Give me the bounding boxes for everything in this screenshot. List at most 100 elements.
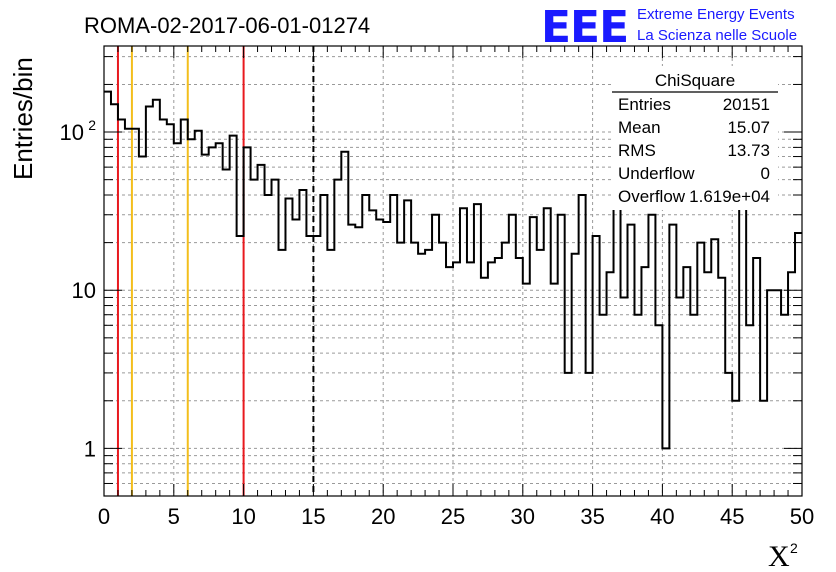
y-tick-label-exponent: 2	[88, 117, 96, 133]
histogram-series	[104, 90, 802, 496]
histogram-bin	[614, 202, 621, 496]
x-tick-label: 30	[511, 504, 535, 529]
histogram-bin	[265, 195, 272, 496]
x-tick-label: 40	[650, 504, 674, 529]
logo-mark: EEE	[541, 2, 628, 53]
histogram-bin	[299, 190, 306, 496]
histogram-bin	[746, 325, 753, 496]
histogram-bin	[725, 373, 732, 496]
y-axis-title: Entries/bin	[8, 57, 38, 180]
histogram-bin	[495, 258, 502, 496]
histogram-bin	[411, 243, 418, 496]
stats-row-label: Underflow	[618, 164, 695, 183]
histogram-bin	[230, 136, 237, 496]
histogram-bin	[279, 250, 286, 496]
histogram-bin	[320, 195, 327, 496]
stats-row-value: 20151	[723, 95, 770, 114]
y-tick-label: 10	[72, 278, 96, 303]
histogram-bin	[600, 315, 607, 496]
histogram-bin	[655, 325, 662, 496]
histogram-bin	[711, 239, 718, 496]
histogram-bin	[781, 315, 788, 496]
histogram-bin	[397, 243, 404, 496]
histogram-bin	[216, 143, 223, 496]
histogram-bin	[188, 139, 195, 496]
histogram-bin	[467, 262, 474, 496]
histogram-bin	[662, 448, 669, 496]
stats-row-value: 13.73	[727, 141, 770, 160]
histogram-line	[104, 90, 802, 450]
histogram-bin	[718, 278, 725, 496]
histogram-bin	[132, 129, 139, 496]
histogram-bin	[195, 131, 202, 496]
histogram-bin	[327, 250, 334, 496]
histogram-bin	[579, 195, 586, 496]
histogram-bin	[648, 215, 655, 496]
histogram-bin	[453, 262, 460, 496]
histogram-bin	[697, 243, 704, 496]
histogram-bin	[509, 215, 516, 496]
y-tick-label: 1	[84, 436, 96, 461]
histogram-bin	[348, 225, 355, 496]
histogram-bin	[767, 290, 774, 496]
histogram-bin	[334, 180, 341, 496]
histogram-bin	[732, 401, 739, 496]
histogram-bin	[593, 236, 600, 496]
histogram-bin	[690, 315, 697, 496]
x-tick-label: 10	[231, 504, 255, 529]
histogram-bin	[125, 129, 132, 496]
histogram-bin	[285, 199, 292, 496]
stats-box-background	[612, 66, 778, 210]
histogram-bin	[481, 278, 488, 496]
histogram-bin	[760, 401, 767, 496]
stats-box-rows: Entries 20151 Mean 15.07 RMS 13.73 Underflow 0 O…	[618, 95, 770, 206]
x-tick-label: 0	[98, 504, 110, 529]
stats-row-label: RMS	[618, 141, 656, 160]
histogram-bin	[565, 373, 572, 496]
y-tick-label: 10	[60, 120, 84, 145]
x-axis-title: X 2	[768, 540, 798, 572]
x-tick-label: 20	[371, 504, 395, 529]
stats-row-label: Overflow	[618, 187, 686, 206]
histogram-bin	[683, 267, 690, 496]
histogram-bin	[202, 155, 209, 496]
histogram-bin	[460, 208, 467, 496]
histogram-bin	[634, 315, 641, 496]
stats-row-value: 1.619e+04	[689, 187, 770, 206]
histogram-bin	[641, 267, 648, 496]
histogram-bin	[488, 262, 495, 496]
histogram-bin	[558, 215, 565, 496]
histogram-bin	[669, 225, 676, 496]
stats-row-value: 15.07	[727, 118, 770, 137]
histogram-bin	[774, 290, 781, 496]
histogram-bin	[146, 107, 153, 496]
histogram-bin	[425, 250, 432, 496]
histogram-bin	[404, 200, 411, 496]
histogram-bin	[432, 215, 439, 496]
histogram-bin	[181, 120, 188, 496]
x-tick-label: 25	[441, 504, 465, 529]
histogram-bin	[258, 165, 265, 496]
stats-row-label: Entries	[618, 95, 671, 114]
histogram-bin	[104, 92, 111, 496]
histogram-bin	[369, 210, 376, 496]
histogram-bin	[704, 272, 711, 496]
histogram-bin	[523, 284, 530, 496]
histogram-bin	[530, 217, 537, 496]
histogram-bin	[362, 195, 369, 496]
histogram-bin	[607, 272, 614, 496]
histogram-bin	[153, 100, 160, 496]
stats-row-value: 0	[761, 164, 770, 183]
histogram-bin	[572, 254, 579, 496]
histogram-bin	[244, 147, 251, 496]
histogram-bin	[341, 152, 348, 496]
histogram-bin	[676, 297, 683, 496]
stats-box-title: ChiSquare	[655, 71, 735, 90]
histogram-bin	[446, 267, 453, 496]
histogram-bin	[251, 180, 258, 496]
histogram-bin	[383, 222, 390, 496]
histogram-bin	[516, 258, 523, 496]
histogram-bin	[223, 169, 230, 496]
histogram-bin	[551, 284, 558, 496]
